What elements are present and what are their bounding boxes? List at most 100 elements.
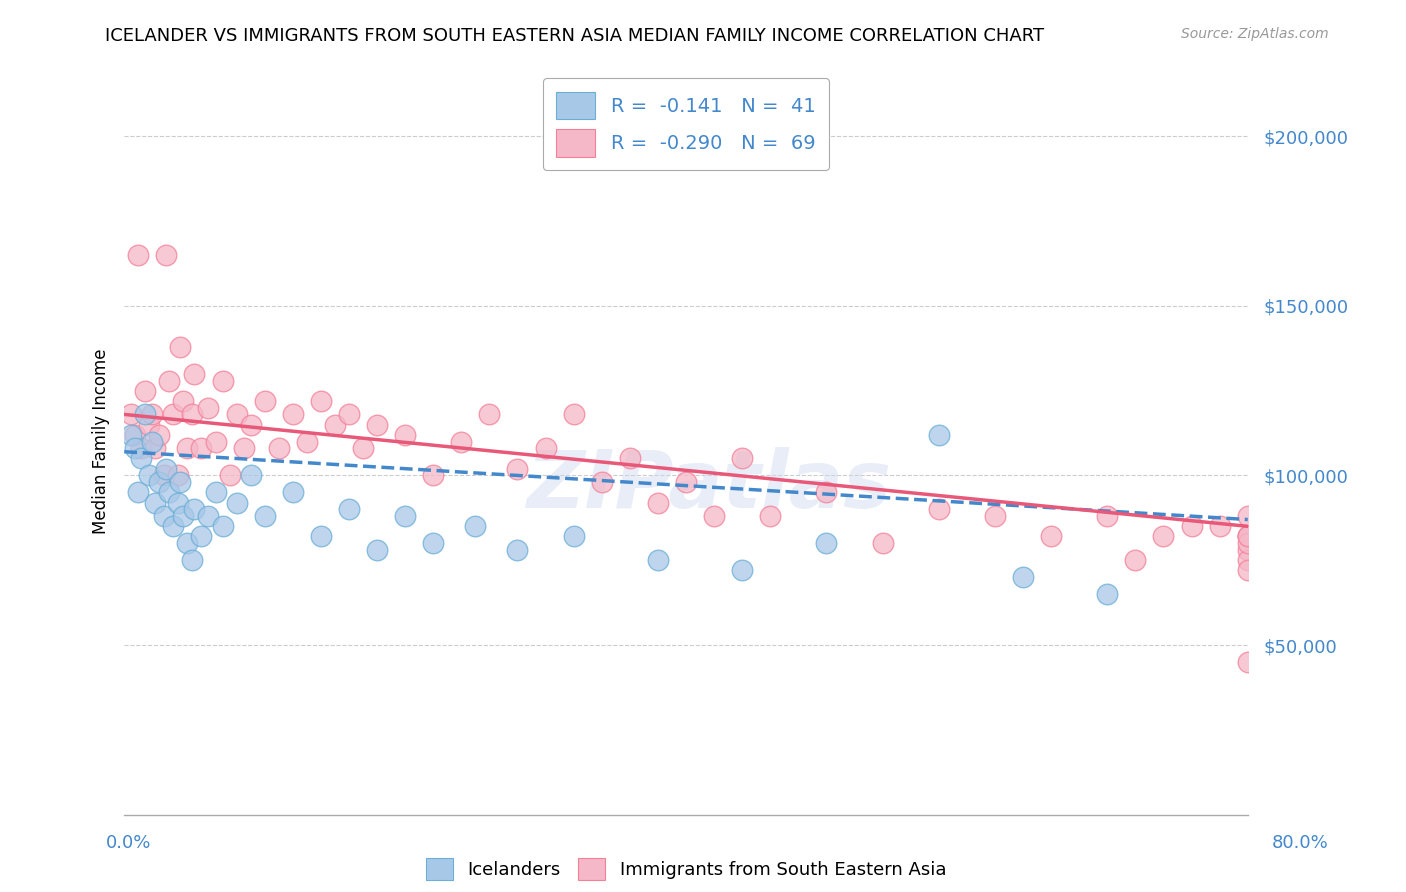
Point — [157, 374, 180, 388]
Point — [366, 543, 388, 558]
Point — [166, 468, 188, 483]
Point — [253, 509, 276, 524]
Text: 0.0%: 0.0% — [105, 834, 150, 852]
Point — [129, 442, 152, 456]
Text: ICELANDER VS IMMIGRANTS FROM SOUTH EASTERN ASIA MEDIAN FAMILY INCOME CORRELATION: ICELANDER VS IMMIGRANTS FROM SOUTH EASTE… — [105, 27, 1045, 45]
Point — [138, 468, 160, 483]
Point — [562, 408, 585, 422]
Point — [478, 408, 501, 422]
Point — [394, 427, 416, 442]
Point — [1097, 509, 1119, 524]
Point — [309, 393, 332, 408]
Point — [232, 442, 254, 456]
Point — [148, 427, 170, 442]
Point — [1236, 529, 1258, 543]
Point — [619, 451, 641, 466]
Point — [218, 468, 240, 483]
Text: ZIPatlas: ZIPatlas — [526, 447, 891, 525]
Point — [190, 529, 212, 543]
Point — [1012, 570, 1035, 584]
Point — [211, 374, 233, 388]
Point — [1236, 563, 1258, 577]
Point — [225, 408, 247, 422]
Point — [1236, 529, 1258, 543]
Text: Source: ZipAtlas.com: Source: ZipAtlas.com — [1181, 27, 1329, 41]
Point — [183, 502, 205, 516]
Point — [506, 543, 529, 558]
Point — [323, 417, 346, 432]
Point — [267, 442, 290, 456]
Point — [120, 427, 142, 442]
Point — [141, 408, 163, 422]
Point — [253, 393, 276, 408]
Point — [759, 509, 782, 524]
Point — [172, 393, 194, 408]
Point — [155, 461, 177, 475]
Point — [647, 553, 669, 567]
Point — [197, 509, 219, 524]
Point — [295, 434, 318, 449]
Legend: R =  -0.141   N =  41, R =  -0.290   N =  69: R = -0.141 N = 41, R = -0.290 N = 69 — [543, 78, 830, 170]
Point — [129, 451, 152, 466]
Point — [155, 248, 177, 262]
Point — [1236, 529, 1258, 543]
Point — [422, 468, 444, 483]
Point — [148, 475, 170, 490]
Point — [169, 340, 191, 354]
Point — [190, 442, 212, 456]
Point — [1236, 543, 1258, 558]
Point — [1097, 587, 1119, 601]
Point — [141, 434, 163, 449]
Point — [124, 427, 146, 442]
Point — [204, 434, 226, 449]
Point — [169, 475, 191, 490]
Point — [204, 485, 226, 500]
Point — [143, 495, 166, 509]
Point — [211, 519, 233, 533]
Point — [157, 485, 180, 500]
Point — [562, 529, 585, 543]
Point — [675, 475, 697, 490]
Point — [183, 367, 205, 381]
Point — [337, 408, 360, 422]
Point — [138, 417, 160, 432]
Point — [928, 427, 950, 442]
Point — [1236, 509, 1258, 524]
Point — [464, 519, 486, 533]
Point — [703, 509, 725, 524]
Point — [225, 495, 247, 509]
Point — [127, 485, 149, 500]
Point — [134, 408, 156, 422]
Point — [162, 519, 184, 533]
Point — [352, 442, 374, 456]
Point — [731, 563, 754, 577]
Point — [337, 502, 360, 516]
Point — [180, 408, 202, 422]
Point — [152, 509, 174, 524]
Point — [928, 502, 950, 516]
Point — [239, 468, 262, 483]
Point — [815, 536, 838, 550]
Point — [422, 536, 444, 550]
Point — [984, 509, 1007, 524]
Point — [647, 495, 669, 509]
Point — [162, 408, 184, 422]
Point — [815, 485, 838, 500]
Point — [281, 485, 304, 500]
Point — [281, 408, 304, 422]
Point — [172, 509, 194, 524]
Point — [120, 408, 142, 422]
Point — [180, 553, 202, 567]
Point — [176, 442, 198, 456]
Point — [591, 475, 613, 490]
Point — [309, 529, 332, 543]
Point — [134, 384, 156, 398]
Text: 80.0%: 80.0% — [1272, 834, 1329, 852]
Point — [872, 536, 894, 550]
Point — [239, 417, 262, 432]
Point — [143, 442, 166, 456]
Point — [366, 417, 388, 432]
Point — [506, 461, 529, 475]
Point — [197, 401, 219, 415]
Point — [534, 442, 557, 456]
